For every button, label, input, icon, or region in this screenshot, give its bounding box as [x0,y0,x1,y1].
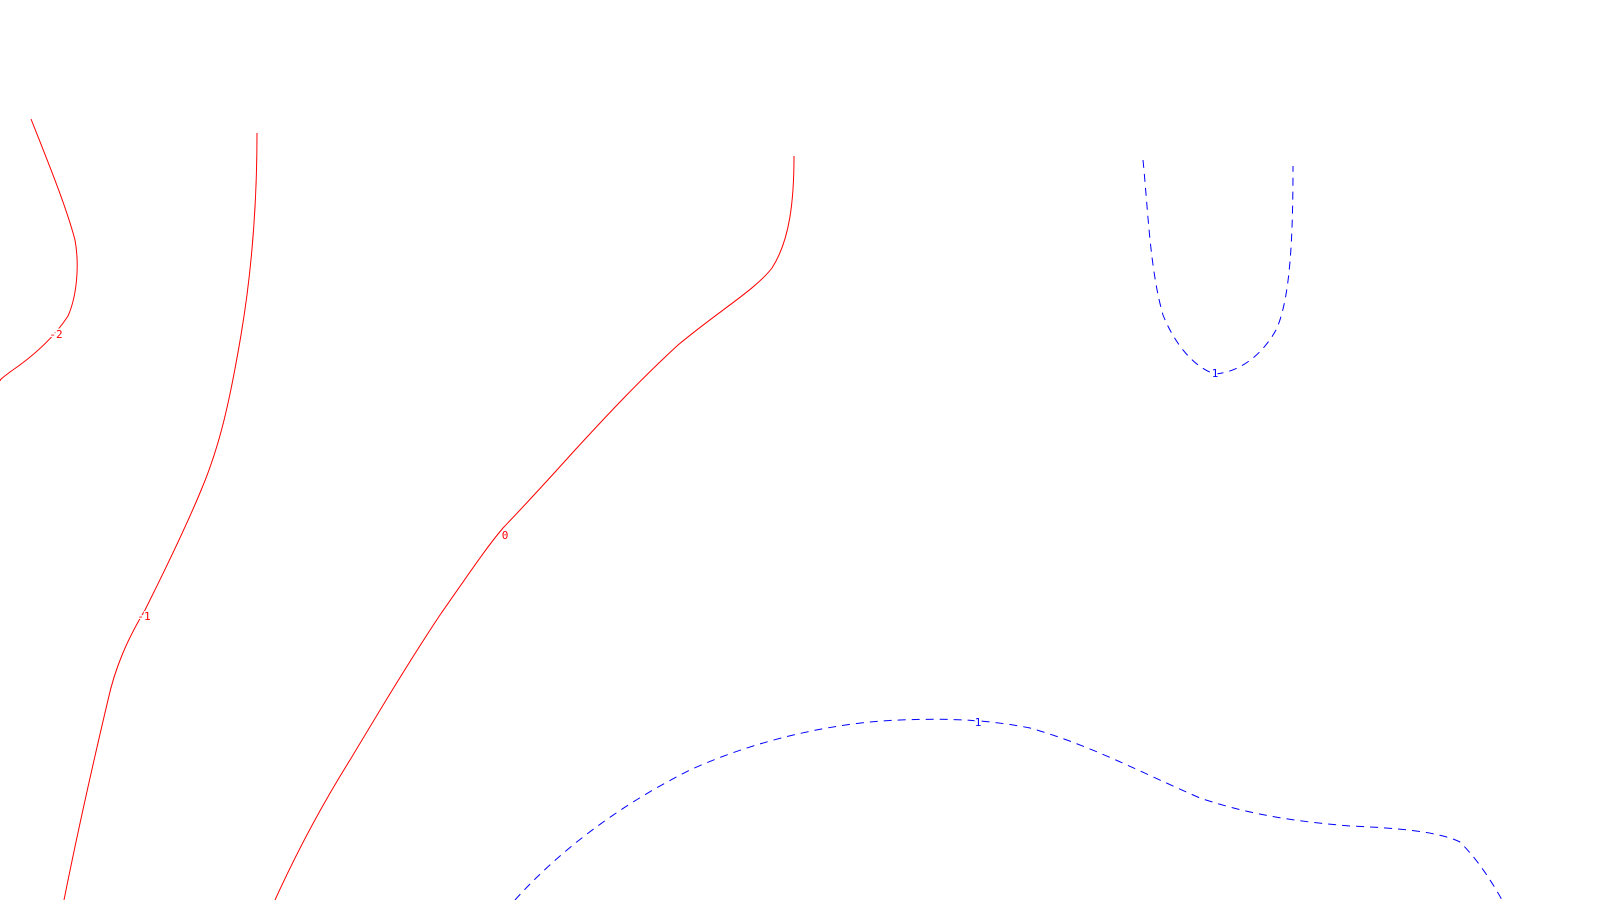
contour-label-0: 0 [502,529,509,542]
contour-level-minus1: -1 [63,132,258,900]
contour-line-0 [274,155,795,900]
contour-level-0: 0 [274,155,795,900]
contour-level-1-lower: 1 [514,715,1503,900]
contour-label-1-lower: 1 [975,716,982,729]
contour-label-1-upper: 1 [1212,367,1219,380]
contour-line-1-lower [514,718,1503,900]
contour-label-minus1: -1 [137,610,150,623]
contour-label-minus2: -2 [49,328,62,341]
contour-line-1-upper [1142,159,1294,375]
contour-line-minus1 [63,132,258,900]
contour-level-minus2: -2 [0,118,78,382]
contour-level-1-upper: 1 [1142,159,1294,382]
contour-line-minus2 [0,118,78,382]
